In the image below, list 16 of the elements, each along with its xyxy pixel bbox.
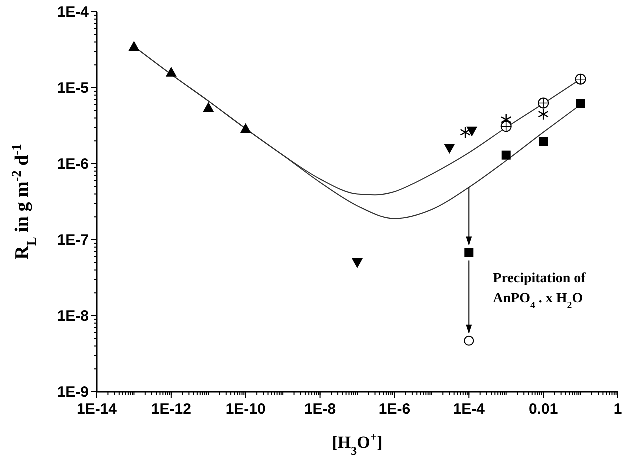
x-tick-label: 1E-10: [226, 401, 266, 418]
x-tick-label: 1E-4: [453, 401, 486, 418]
x-tick-label: 1E-14: [76, 401, 118, 418]
y-tick-label: 1E-7: [57, 232, 89, 249]
y-tick-label: 1E-6: [57, 156, 89, 173]
x-axis-title: [H$_{3}$O$^{+}$]: [332, 430, 383, 458]
x-tick-label: 1: [614, 401, 622, 418]
x-tick-label: 1E-6: [378, 401, 411, 418]
y-tick-label: 1E-8: [57, 308, 89, 325]
y-tick-label: 1E-5: [57, 80, 89, 97]
annotation: Precipitation of AnPO$_{4}$ . x H$_{2}$O: [493, 272, 586, 312]
x-tick-label: 1E-8: [304, 401, 336, 418]
y-tick-label: 1E-9: [57, 384, 89, 401]
x-tick-label: 1E-12: [151, 401, 192, 418]
y-tick-label: 1E-4: [57, 4, 90, 21]
x-tick-label: 0.01: [528, 401, 558, 418]
